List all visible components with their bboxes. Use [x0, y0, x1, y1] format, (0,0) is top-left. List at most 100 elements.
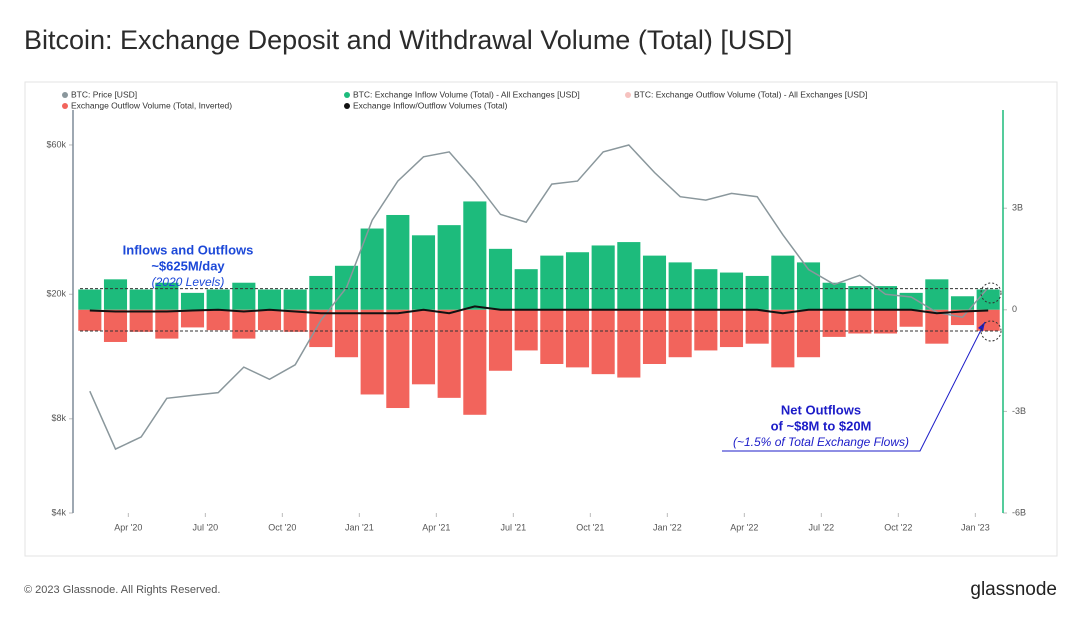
bar — [514, 269, 538, 310]
bar — [103, 279, 128, 310]
legend-label: Exchange Inflow/Outflow Volumes (Total) — [353, 100, 508, 110]
bar — [617, 242, 641, 310]
annotation: ~$625M/day — [151, 258, 225, 273]
bar — [694, 269, 718, 310]
annotation: Net Outflows — [781, 402, 861, 417]
bar — [565, 309, 590, 368]
bar — [642, 255, 667, 310]
bar — [257, 289, 282, 310]
highlight-circle — [980, 320, 1002, 342]
bar — [668, 262, 692, 310]
bar — [719, 309, 744, 348]
bar — [873, 286, 898, 310]
bar — [822, 282, 846, 310]
bar — [668, 309, 692, 358]
bar — [78, 309, 102, 331]
chart-title: Bitcoin: Exchange Deposit and Withdrawal… — [24, 25, 792, 55]
x-tick-label: Jul '22 — [808, 522, 834, 532]
bar — [796, 262, 821, 310]
bar — [232, 309, 256, 339]
bar — [386, 214, 410, 310]
annotation-arrow — [722, 321, 986, 452]
bar — [514, 309, 538, 351]
bar — [771, 309, 795, 368]
highlight-circle — [980, 282, 1002, 304]
bar — [591, 245, 615, 310]
bar — [925, 309, 949, 344]
plot-area — [69, 144, 1007, 517]
bar — [976, 289, 1000, 310]
bar — [360, 309, 384, 395]
bar — [206, 289, 230, 310]
legend-label: BTC: Price [USD] — [71, 89, 137, 99]
bar — [437, 309, 461, 398]
x-tick-label: Jan '23 — [961, 522, 990, 532]
bar — [565, 252, 590, 310]
bar — [463, 309, 487, 415]
bar — [411, 309, 436, 385]
x-tick-label: Oct '22 — [884, 522, 912, 532]
bar — [129, 289, 153, 310]
bar — [745, 309, 769, 344]
arrow-head — [978, 322, 985, 331]
line — [89, 305, 989, 315]
legend-marker — [625, 92, 631, 98]
legend-marker — [62, 103, 68, 109]
bar — [232, 282, 256, 310]
bar — [540, 255, 564, 310]
bar — [873, 309, 898, 334]
bar — [719, 272, 744, 310]
bar — [103, 309, 128, 342]
bar — [155, 282, 179, 310]
bar — [617, 309, 641, 378]
bar — [848, 286, 872, 310]
bar — [283, 289, 307, 310]
annotation: (2020 Levels) — [152, 275, 225, 289]
annotation: (~1.5% of Total Exchange Flows) — [733, 435, 909, 449]
bar — [899, 309, 923, 327]
bar — [180, 292, 205, 310]
bar — [925, 279, 949, 310]
bar — [309, 275, 333, 310]
bar — [283, 309, 307, 332]
copyright: © 2023 Glassnode. All Rights Reserved. — [24, 584, 220, 596]
y2-tick-label: 3B — [1012, 203, 1023, 213]
x-tick-label: Oct '21 — [576, 522, 604, 532]
bar — [386, 309, 410, 409]
x-tick-label: Jul '21 — [500, 522, 526, 532]
legend-label: BTC: Exchange Outflow Volume (Total) - A… — [634, 89, 867, 99]
bar — [848, 309, 872, 334]
legend-marker — [344, 103, 350, 109]
legend-label: BTC: Exchange Inflow Volume (Total) - Al… — [353, 89, 580, 99]
bar — [360, 228, 384, 310]
legend-label: Exchange Outflow Volume (Total, Inverted… — [71, 100, 232, 110]
annotations: Inflows and Outflows ~$625M/day (2020 Le… — [123, 242, 1002, 452]
bar — [411, 235, 436, 310]
x-tick-label: Apr '21 — [422, 522, 450, 532]
y-tick-label: $20k — [46, 289, 66, 299]
bar — [334, 309, 359, 358]
y-tick-label: $8k — [51, 413, 66, 423]
annotation: of ~$8M to $20M — [771, 418, 872, 433]
bar — [437, 225, 461, 310]
y2-tick-label: -6B — [1012, 507, 1026, 517]
x-tick-label: Oct '20 — [268, 522, 296, 532]
bar — [78, 289, 102, 310]
bar — [540, 309, 564, 364]
bar — [488, 309, 513, 371]
bar — [206, 309, 230, 331]
y2-tick-label: -3B — [1012, 406, 1026, 416]
bar — [771, 255, 795, 310]
bar — [796, 309, 821, 358]
bar — [591, 309, 615, 375]
bar — [694, 309, 718, 351]
y-tick-label: $60k — [46, 139, 66, 149]
bar — [155, 309, 179, 339]
legend: BTC: Price [USD] BTC: Exchange Inflow Vol… — [62, 89, 867, 110]
legend-marker — [62, 92, 68, 98]
bar — [309, 309, 333, 348]
bar — [180, 309, 205, 328]
bar — [745, 275, 769, 310]
line — [89, 144, 989, 451]
